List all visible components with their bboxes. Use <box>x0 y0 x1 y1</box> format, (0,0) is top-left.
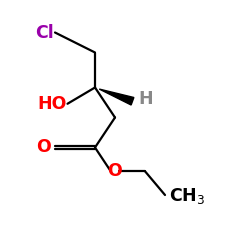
Text: Cl: Cl <box>35 24 54 42</box>
Text: CH$_3$: CH$_3$ <box>170 186 206 206</box>
Text: O: O <box>108 162 122 180</box>
Text: HO: HO <box>37 95 66 113</box>
Polygon shape <box>99 89 134 105</box>
Text: O: O <box>36 138 51 156</box>
Text: H: H <box>139 90 154 108</box>
